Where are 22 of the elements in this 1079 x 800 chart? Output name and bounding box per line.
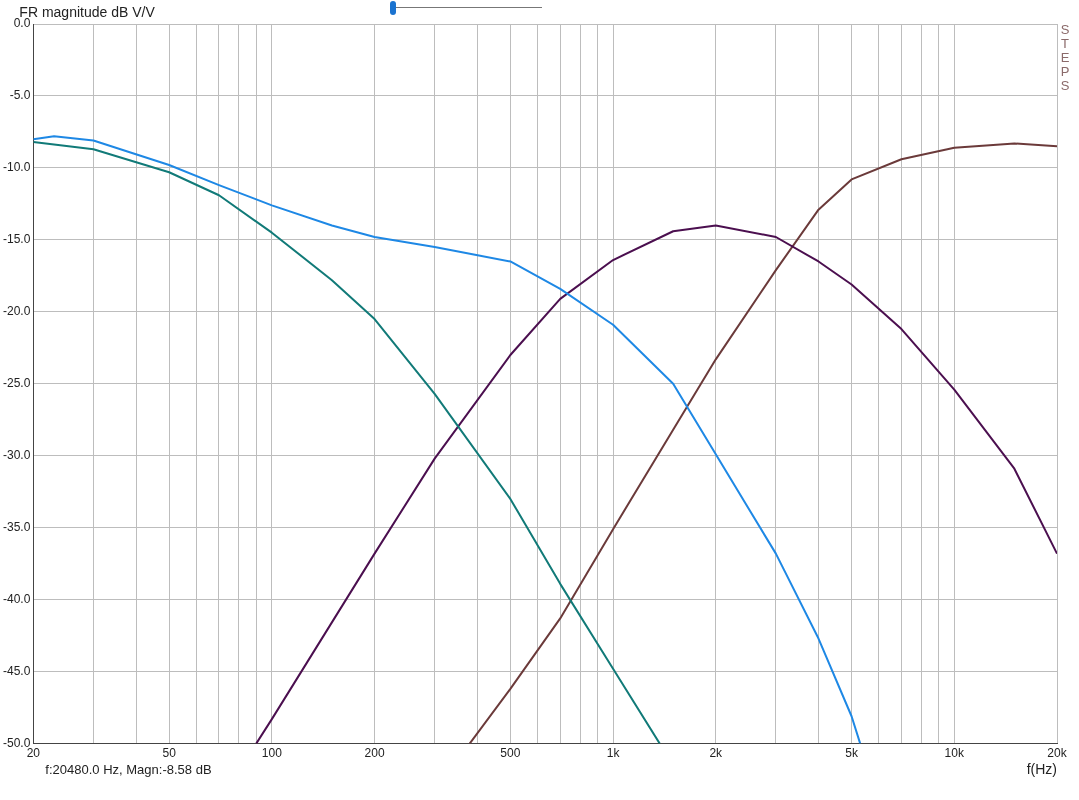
x-tick-label: 500 — [500, 746, 521, 761]
y-tick-label: -10.0 — [2, 160, 31, 175]
x-tick-label: 2k — [709, 746, 724, 761]
x-axis-title: f(Hz) — [1026, 761, 1057, 778]
y-tick-label: 0.0 — [13, 16, 31, 31]
x-tick-label: 10k — [944, 746, 965, 761]
y-tick-label: -30.0 — [2, 448, 31, 463]
x-tick-label: 100 — [261, 746, 283, 761]
y-tick-label: -40.0 — [2, 591, 31, 606]
y-tick-label: -35.0 — [2, 520, 31, 535]
y-tick-label: -45.0 — [2, 663, 31, 678]
x-tick-label: 1k — [606, 746, 621, 761]
x-tick-label: 50 — [162, 746, 177, 761]
y-tick-label: -25.0 — [2, 376, 31, 391]
x-tick-label: 20k — [1047, 746, 1068, 761]
x-tick-label: 200 — [364, 746, 385, 761]
x-tick-label: 5k — [845, 746, 859, 761]
y-tick-label: -15.0 — [2, 232, 31, 247]
y-tick-label: -5.0 — [9, 88, 31, 103]
text: f:20480.0 Hz, Magn:-8.58 dB — [45, 761, 212, 777]
y-tick-label: -20.0 — [2, 304, 31, 319]
text: STEPS — [1060, 22, 1070, 94]
